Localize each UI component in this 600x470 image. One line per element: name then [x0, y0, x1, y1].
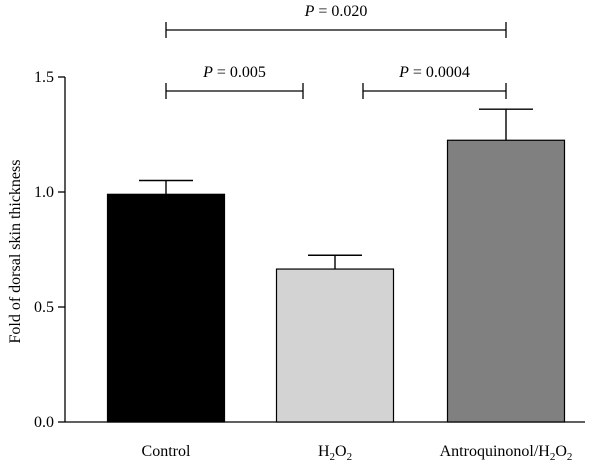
y-tick-label: 1.0: [34, 184, 54, 201]
p-value-label: P = 0.0004: [398, 64, 470, 81]
bar: [106, 193, 226, 423]
bar: [446, 139, 566, 423]
y-tick-label: 0.5: [34, 299, 54, 316]
significance-brackets: P = 0.005 P = 0.0004 P = 0.020: [165, 3, 507, 99]
category-label: Control: [142, 443, 191, 460]
category-label: Antroquinonol/H2O2: [440, 443, 573, 463]
y-tick-label: 1.5: [34, 69, 54, 86]
y-tick-label: 0.0: [34, 414, 54, 431]
category-label: H2O2: [318, 443, 352, 463]
y-axis-title: Fold of dorsal skin thickness: [7, 160, 24, 344]
bar: [275, 268, 395, 423]
p-value-label: P = 0.020: [304, 3, 368, 20]
error-bars: [139, 108, 533, 270]
p-value-label: P = 0.005: [202, 64, 266, 81]
y-ticks: 0.0 0.5 1.0 1.5: [34, 69, 65, 431]
category-labels: Control H2O2 Antroquinonol/H2O2: [142, 443, 573, 463]
bars: [106, 139, 566, 423]
